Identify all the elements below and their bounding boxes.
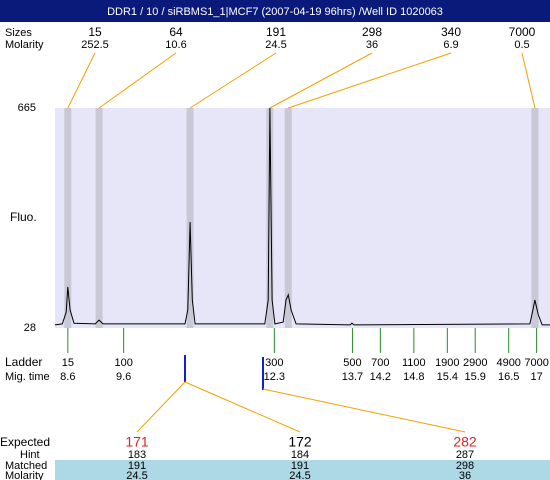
title-bar xyxy=(0,0,550,22)
peak-size: 191 xyxy=(266,25,286,39)
peak-connector xyxy=(288,52,452,109)
peak-molarity: 24.5 xyxy=(265,39,286,51)
ladder-size: 300 xyxy=(265,357,283,369)
row-label: Matched xyxy=(5,460,47,472)
y-tick-label: 28 xyxy=(24,322,36,334)
ladder-size: 500 xyxy=(343,357,361,369)
peak-band xyxy=(266,108,274,328)
y-axis-label: Fluo. xyxy=(10,210,37,224)
ladder-time: 8.6 xyxy=(60,371,75,383)
match-connector xyxy=(184,381,301,433)
ladder-size: 7000 xyxy=(524,357,548,369)
expected: 172 xyxy=(288,434,312,450)
matched: 191 xyxy=(291,460,309,472)
row-label: Molarity xyxy=(5,39,44,51)
peak-molarity: 10.6 xyxy=(165,39,186,51)
ladder-size: 100 xyxy=(114,357,132,369)
molarity: 24.5 xyxy=(289,470,310,480)
peak-molarity: 6.9 xyxy=(443,39,458,51)
plot-area xyxy=(55,108,550,328)
peak-band xyxy=(284,108,292,328)
expected: 282 xyxy=(453,434,477,450)
expected: 171 xyxy=(125,434,149,450)
ladder-size: 4900 xyxy=(496,357,520,369)
hint: 183 xyxy=(128,449,146,461)
y-tick-label: 665 xyxy=(18,102,36,114)
peak-size: 15 xyxy=(88,25,102,39)
ladder-size: 15 xyxy=(62,357,74,369)
ladder-time: 15.9 xyxy=(465,371,486,383)
match-connector xyxy=(262,388,466,433)
ladder-size: 700 xyxy=(371,357,389,369)
ladder-size: 1900 xyxy=(435,357,459,369)
hint: 287 xyxy=(456,449,474,461)
matched: 191 xyxy=(128,460,146,472)
peak-band xyxy=(186,108,194,328)
peak-size: 7000 xyxy=(509,25,536,39)
ladder-label: Ladder xyxy=(5,355,42,369)
ladder-time: 14.2 xyxy=(370,371,391,383)
peak-size: 64 xyxy=(169,25,183,39)
peak-band xyxy=(531,108,539,328)
row-label: Sizes xyxy=(5,27,32,39)
row-label: Molarity xyxy=(5,470,44,480)
molarity: 24.5 xyxy=(126,470,147,480)
ladder-time: 9.6 xyxy=(116,371,131,383)
ladder-size: 2900 xyxy=(463,357,487,369)
peak-connector xyxy=(269,52,373,109)
peak-molarity: 0.5 xyxy=(514,39,529,51)
peak-size: 298 xyxy=(362,25,382,39)
peak-molarity: 36 xyxy=(366,39,378,51)
ladder-time: 16.5 xyxy=(498,371,519,383)
ladder-time: 13.7 xyxy=(342,371,363,383)
peak-connector xyxy=(521,52,536,109)
hint: 184 xyxy=(291,449,309,461)
row-label: Hint xyxy=(20,449,40,461)
ladder-time: 17 xyxy=(530,371,542,383)
peak-connector xyxy=(189,52,277,109)
peak-band xyxy=(64,108,72,328)
row-label: Expected xyxy=(0,435,50,449)
ladder-time: 15.4 xyxy=(437,371,458,383)
chart-title: DDR1 / 10 / siRBMS1_1|MCF7 (2007-04-19 9… xyxy=(107,6,443,18)
peak-connector xyxy=(67,52,96,109)
peak-connector xyxy=(98,52,177,109)
matched-band xyxy=(55,460,550,480)
peak-band xyxy=(95,108,103,328)
ladder-time: 14.8 xyxy=(403,371,424,383)
peak-molarity: 252.5 xyxy=(81,39,109,51)
ladder-size: 1100 xyxy=(402,357,426,369)
peak-size: 340 xyxy=(441,25,461,39)
trace xyxy=(54,107,550,326)
matched: 298 xyxy=(456,460,474,472)
match-connector xyxy=(136,381,186,433)
mig-time-label: Mig. time xyxy=(5,371,50,383)
molarity: 36 xyxy=(459,470,471,480)
ladder-time: 12.3 xyxy=(264,371,285,383)
